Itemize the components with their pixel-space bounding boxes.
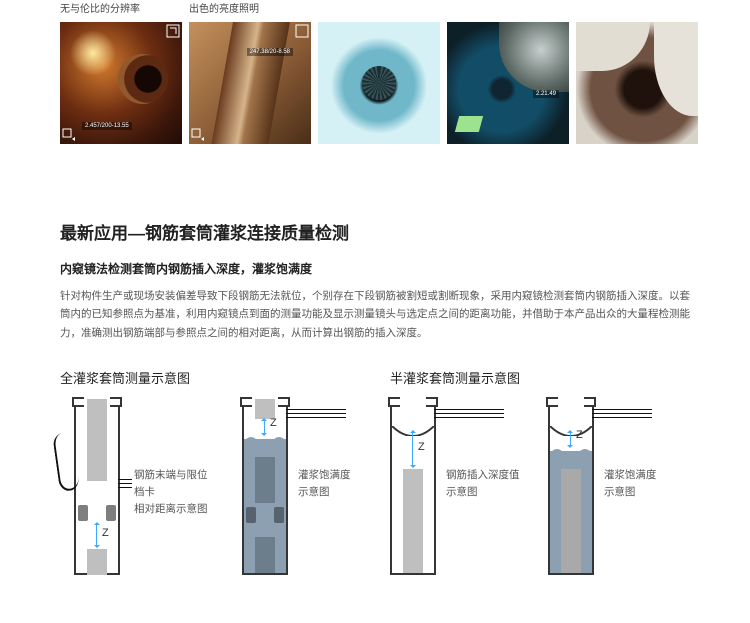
- expand-icon: [295, 24, 309, 38]
- photo-caption-2: 出色的亮度照明: [189, 0, 311, 14]
- diagram-titles-row: 全灌浆套筒测量示意图 半灌浆套筒测量示意图: [60, 368, 690, 397]
- diagram-group-title-right: 半灌浆套筒测量示意图: [390, 368, 520, 387]
- dimension-label-z: Z: [576, 429, 583, 441]
- photo-cell-1: 无与伦比的分辨率 2.457/200-13.55: [60, 0, 182, 144]
- diagram-caption-4: 灌浆饱满度 示意图: [604, 467, 657, 501]
- caption-line: 灌浆饱满度: [604, 467, 657, 484]
- diagram-1: Z 钢筋末端与限位档卡 相对距离示意图: [60, 397, 216, 577]
- stopper-left: [78, 505, 88, 521]
- photo-cell-4: 2.21.49: [447, 0, 569, 144]
- bore-hole: [118, 54, 168, 104]
- measurement-badge-1: 2.457/200-13.55: [82, 122, 132, 130]
- rock-shape: [499, 22, 569, 92]
- diagram-caption-3: 钢筋插入深度值 示意图: [446, 467, 520, 501]
- rock-shape: [654, 22, 698, 116]
- lens-flare: [70, 30, 116, 76]
- section-title: 最新应用—钢筋套筒灌浆连接质量检测: [60, 219, 690, 244]
- photo-4: 2.21.49: [447, 22, 569, 144]
- photo-5: [576, 22, 698, 144]
- caption-line: 示意图: [604, 484, 657, 501]
- pipe-shape: [209, 22, 290, 144]
- photo-caption-1: 无与伦比的分辨率: [60, 0, 182, 14]
- dimension-arrow: [570, 431, 571, 447]
- dimension-arrow: [96, 523, 97, 547]
- photo-caption-5-empty: [576, 0, 698, 14]
- playback-icon: [62, 128, 76, 142]
- photo-cell-5: [576, 0, 698, 144]
- section-subtitle: 内窥镜法检测套筒内钢筋插入深度，灌浆饱满度: [60, 260, 690, 277]
- stopper-right: [106, 505, 116, 521]
- caption-line: 钢筋末端与限位档卡: [134, 467, 216, 501]
- dimension-arrow: [264, 419, 265, 435]
- measurement-badge-2: 247.38/20-8.58: [247, 48, 293, 56]
- dimension-label-z: Z: [270, 417, 277, 429]
- photo-caption-4-empty: [447, 0, 569, 14]
- photo-cell-2: 出色的亮度照明 247.38/20-8.58: [189, 0, 311, 144]
- photo-cell-3: [318, 0, 440, 144]
- rebar-upper: [255, 399, 275, 419]
- playback-icon: [191, 128, 205, 142]
- rock-shape: [576, 22, 650, 71]
- caption-line: 相对距离示意图: [134, 501, 216, 518]
- dimension-arrow: [412, 431, 413, 467]
- radial-pattern: [362, 66, 396, 100]
- measurement-badge-4: 2.21.49: [533, 90, 559, 98]
- diagram-group-title-left: 全灌浆套筒测量示意图: [60, 368, 390, 387]
- caption-line: 示意图: [298, 484, 351, 501]
- caption-line: 灌浆饱满度: [298, 467, 351, 484]
- page-root: 无与伦比的分辨率 2.457/200-13.55 出色的亮度照明 247.38/…: [0, 0, 750, 577]
- diagram-caption-2: 灌浆饱满度 示意图: [298, 467, 351, 501]
- photo-2: 247.38/20-8.58: [189, 22, 311, 144]
- stopper-right: [274, 507, 284, 523]
- dimension-label-z: Z: [418, 441, 425, 453]
- rebar-lower: [87, 549, 107, 575]
- green-marker: [455, 116, 483, 132]
- rebar-embedded: [255, 457, 275, 503]
- rebar-lower: [403, 469, 423, 573]
- expand-icon: [166, 24, 180, 38]
- rebar-lower: [255, 537, 275, 573]
- diagram-caption-1: 钢筋末端与限位档卡 相对距离示意图: [134, 467, 216, 517]
- caption-line: 钢筋插入深度值: [446, 467, 520, 484]
- section-body: 针对构件生产或现场安装偏差导致下段钢筋无法就位，个别存在下段钢筋被割短或割断现象…: [60, 287, 690, 342]
- stopper-left: [246, 507, 256, 523]
- photo-1: 2.457/200-13.55: [60, 22, 182, 144]
- diagrams-row: Z 钢筋末端与限位档卡 相对距离示意图: [60, 397, 690, 577]
- diagram-2: Z 灌浆饱满度 示意图: [236, 397, 384, 577]
- rebar-upper: [87, 399, 107, 481]
- diagram-4: Z 灌浆饱满度 示意图: [542, 397, 690, 577]
- dimension-label-z: Z: [102, 527, 109, 539]
- photo-strip: 无与伦比的分辨率 2.457/200-13.55 出色的亮度照明 247.38/…: [60, 0, 690, 144]
- photo-3: [318, 22, 440, 144]
- rebar-lower: [561, 469, 581, 573]
- photo-caption-3-empty: [318, 0, 440, 14]
- caption-line: 示意图: [446, 484, 520, 501]
- diagram-3: Z 钢筋插入深度值 示意图: [384, 397, 542, 577]
